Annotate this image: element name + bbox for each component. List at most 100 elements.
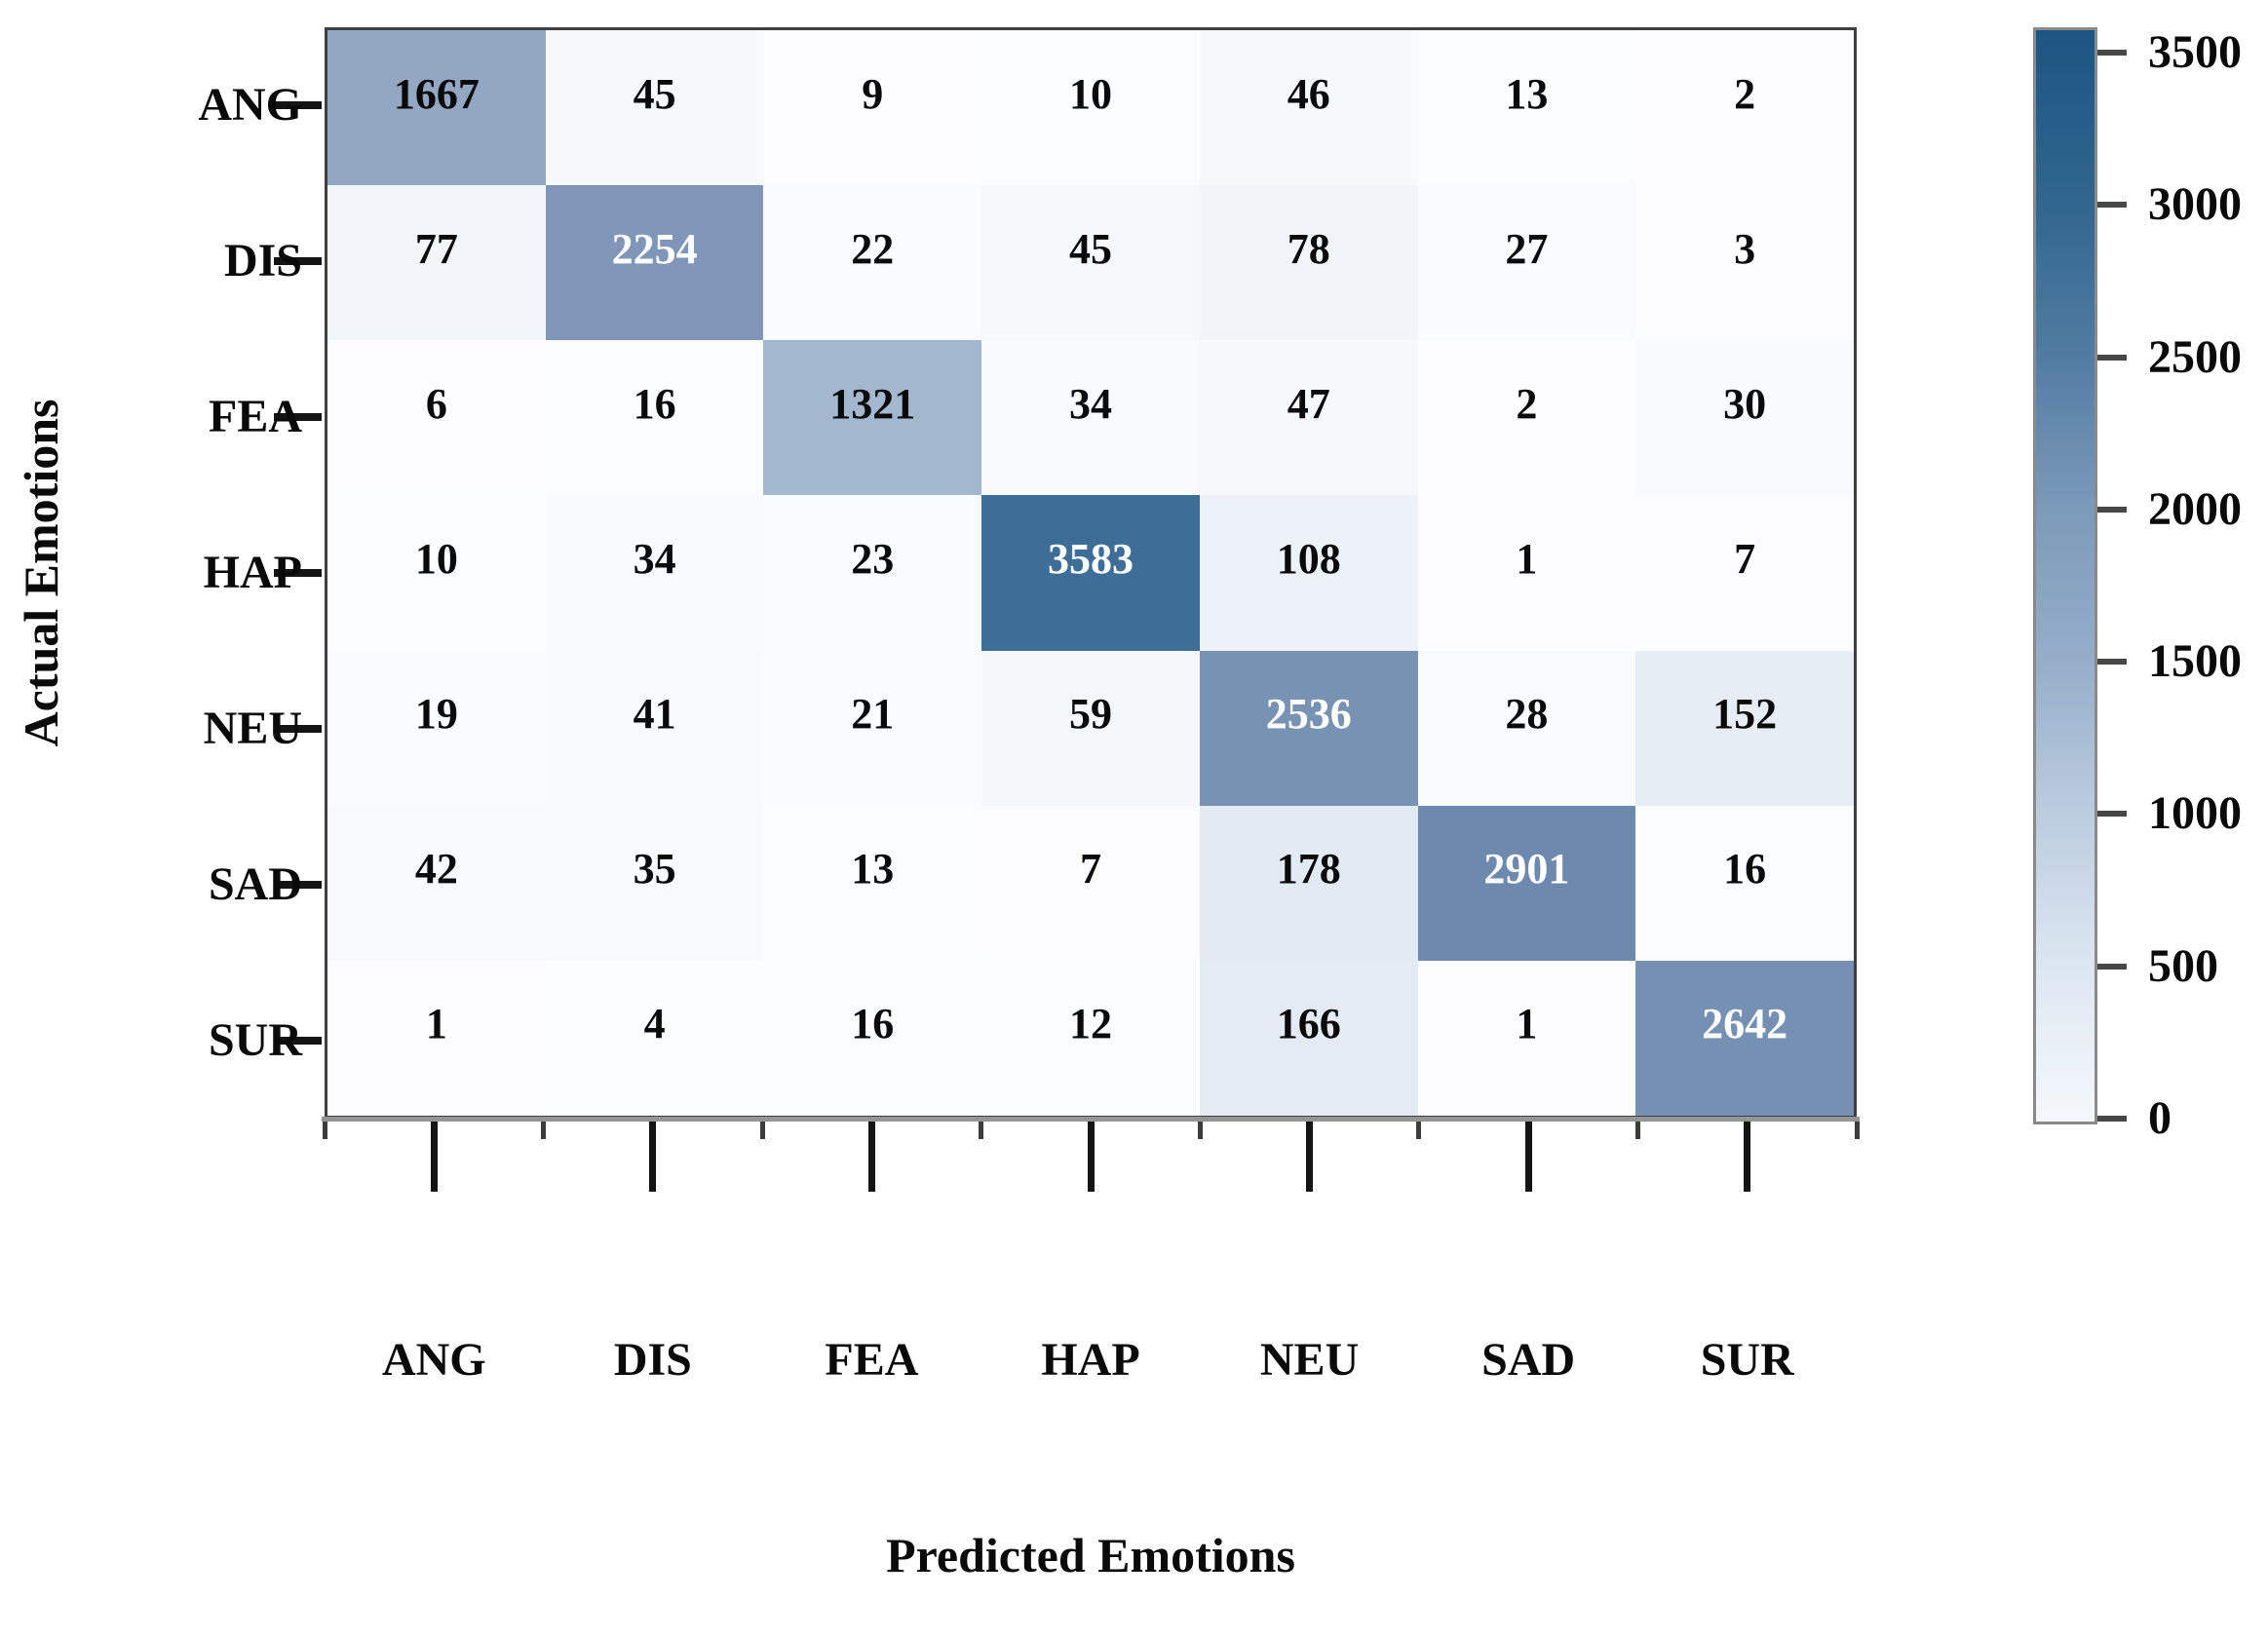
matrix-cell-ANG-DIS: 45: [545, 30, 764, 186]
x-tick-major: [1087, 1122, 1095, 1192]
colorbar-tick: [2097, 202, 2127, 209]
matrix-cell-HAP-ANG: 10: [327, 495, 546, 651]
x-tick-major: [1524, 1122, 1532, 1192]
matrix-cell-NEU-DIS: 41: [545, 650, 764, 806]
matrix-cell-DIS-DIS: 2254: [545, 185, 764, 341]
cell-value: 1667: [393, 69, 480, 118]
cell-value: 30: [1723, 379, 1767, 428]
heatmap-plot-area: 1667 45 9 10 46 13 2 77 2254 22 45 78 27 3 6 16 1321 34 47…: [325, 27, 1857, 1119]
cell-value: 78: [1287, 224, 1330, 273]
matrix-cell-FEA-HAP: 34: [981, 340, 1200, 496]
colorbar-tick: [2097, 354, 2127, 361]
colorbar-tick: [2097, 49, 2127, 56]
matrix-cell-DIS-HAP: 45: [981, 185, 1200, 341]
cell-value: 13: [1505, 69, 1549, 118]
x-tick-minor: [322, 1122, 327, 1139]
colorbar-tick: [2097, 659, 2127, 666]
matrix-cell-SUR-FEA: 16: [763, 960, 982, 1116]
col-label-DIS: DIS: [613, 1334, 692, 1386]
cell-value: 22: [851, 224, 895, 273]
colorbar-tick-label: 1000: [2148, 787, 2242, 840]
cell-value: 2536: [1265, 690, 1352, 739]
cell-value: 1: [425, 1000, 447, 1048]
cell-value: 3583: [1047, 534, 1134, 583]
matrix-cell-HAP-FEA: 23: [763, 495, 982, 651]
colorbar-tick-label: 500: [2148, 939, 2218, 992]
matrix-cell-NEU-SAD: 28: [1417, 650, 1636, 806]
matrix-cell-ANG-SUR: 2: [1635, 30, 1854, 186]
x-tick-minor: [1197, 1122, 1203, 1139]
cell-value: 77: [414, 224, 458, 273]
colorbar-tick: [2097, 963, 2127, 970]
matrix-cell-ANG-NEU: 46: [1199, 30, 1418, 186]
row-label-SUR: SUR: [208, 1014, 302, 1066]
matrix-cell-FEA-NEU: 47: [1199, 340, 1418, 496]
cell-value: 23: [851, 534, 895, 583]
row-label-HAP: HAP: [203, 547, 302, 598]
row-label-ANG: ANG: [198, 79, 302, 131]
y-axis-title: Actual Emotions: [14, 399, 68, 747]
matrix-cell-DIS-ANG: 77: [327, 185, 546, 341]
cell-value: 2254: [611, 224, 698, 273]
matrix-cell-NEU-FEA: 21: [763, 650, 982, 806]
matrix-cell-NEU-ANG: 19: [327, 650, 546, 806]
row-label-SAD: SAD: [208, 858, 302, 910]
x-tick-minor: [979, 1122, 984, 1139]
y-tick: [274, 881, 322, 889]
x-tick-major: [649, 1122, 657, 1192]
cell-value: 2: [1734, 69, 1756, 118]
matrix-cell-FEA-ANG: 6: [327, 340, 546, 496]
colorbar-tick: [2097, 1116, 2127, 1122]
cell-value: 59: [1068, 690, 1112, 739]
matrix-cell-HAP-NEU: 108: [1199, 495, 1418, 651]
matrix-cell-HAP-DIS: 34: [545, 495, 764, 651]
cell-value: 42: [414, 845, 458, 894]
matrix-cell-SUR-ANG: 1: [327, 960, 546, 1116]
cell-value: 16: [633, 379, 676, 428]
matrix-cell-ANG-FEA: 9: [763, 30, 982, 186]
cell-value: 21: [851, 690, 895, 739]
matrix-cell-NEU-HAP: 59: [981, 650, 1200, 806]
cell-value: 46: [1287, 69, 1330, 118]
matrix-cell-DIS-FEA: 22: [763, 185, 982, 341]
cell-value: 2642: [1702, 1000, 1788, 1048]
matrix-cell-ANG-ANG: 1667: [327, 30, 546, 186]
cell-value: 35: [633, 845, 676, 894]
colorbar-tick-label: 2500: [2148, 330, 2242, 383]
matrix-cell-ANG-SAD: 13: [1417, 30, 1636, 186]
matrix-cell-SAD-HAP: 7: [981, 805, 1200, 961]
colorbar-tick: [2097, 811, 2127, 818]
x-tick-major: [430, 1122, 438, 1192]
matrix-cell-SAD-SAD: 2901: [1417, 805, 1636, 961]
cell-value: 16: [1723, 845, 1767, 894]
matrix-cell-HAP-HAP: 3583: [981, 495, 1200, 651]
x-tick-major: [867, 1122, 875, 1192]
col-label-FEA: FEA: [825, 1334, 919, 1386]
matrix-cell-ANG-HAP: 10: [981, 30, 1200, 186]
colorbar-tick-label: 3000: [2148, 178, 2242, 231]
cell-value: 6: [425, 379, 447, 428]
colorbar: [2033, 27, 2097, 1124]
row-label-NEU: NEU: [203, 703, 302, 754]
y-tick: [274, 101, 322, 109]
colorbar-tick-label: 2000: [2148, 482, 2242, 535]
cell-value: 34: [1068, 379, 1112, 428]
cell-value: 47: [1287, 379, 1330, 428]
matrix-cell-SUR-SAD: 1: [1417, 960, 1636, 1116]
col-label-ANG: ANG: [381, 1334, 486, 1386]
cell-value: 2: [1516, 379, 1538, 428]
matrix-cell-SAD-FEA: 13: [763, 805, 982, 961]
cell-value: 34: [633, 534, 676, 583]
cell-value: 16: [851, 1000, 895, 1048]
cell-value: 7: [1734, 534, 1756, 583]
y-tick: [274, 569, 322, 577]
cell-value: 13: [851, 845, 895, 894]
row-label-FEA: FEA: [209, 391, 302, 442]
col-label-NEU: NEU: [1259, 1334, 1360, 1386]
matrix-cell-SUR-NEU: 166: [1199, 960, 1418, 1116]
cell-value: 7: [1079, 845, 1101, 894]
matrix-cell-SAD-SUR: 16: [1635, 805, 1854, 961]
matrix-cell-FEA-DIS: 16: [545, 340, 764, 496]
cell-value: 1321: [829, 379, 916, 428]
